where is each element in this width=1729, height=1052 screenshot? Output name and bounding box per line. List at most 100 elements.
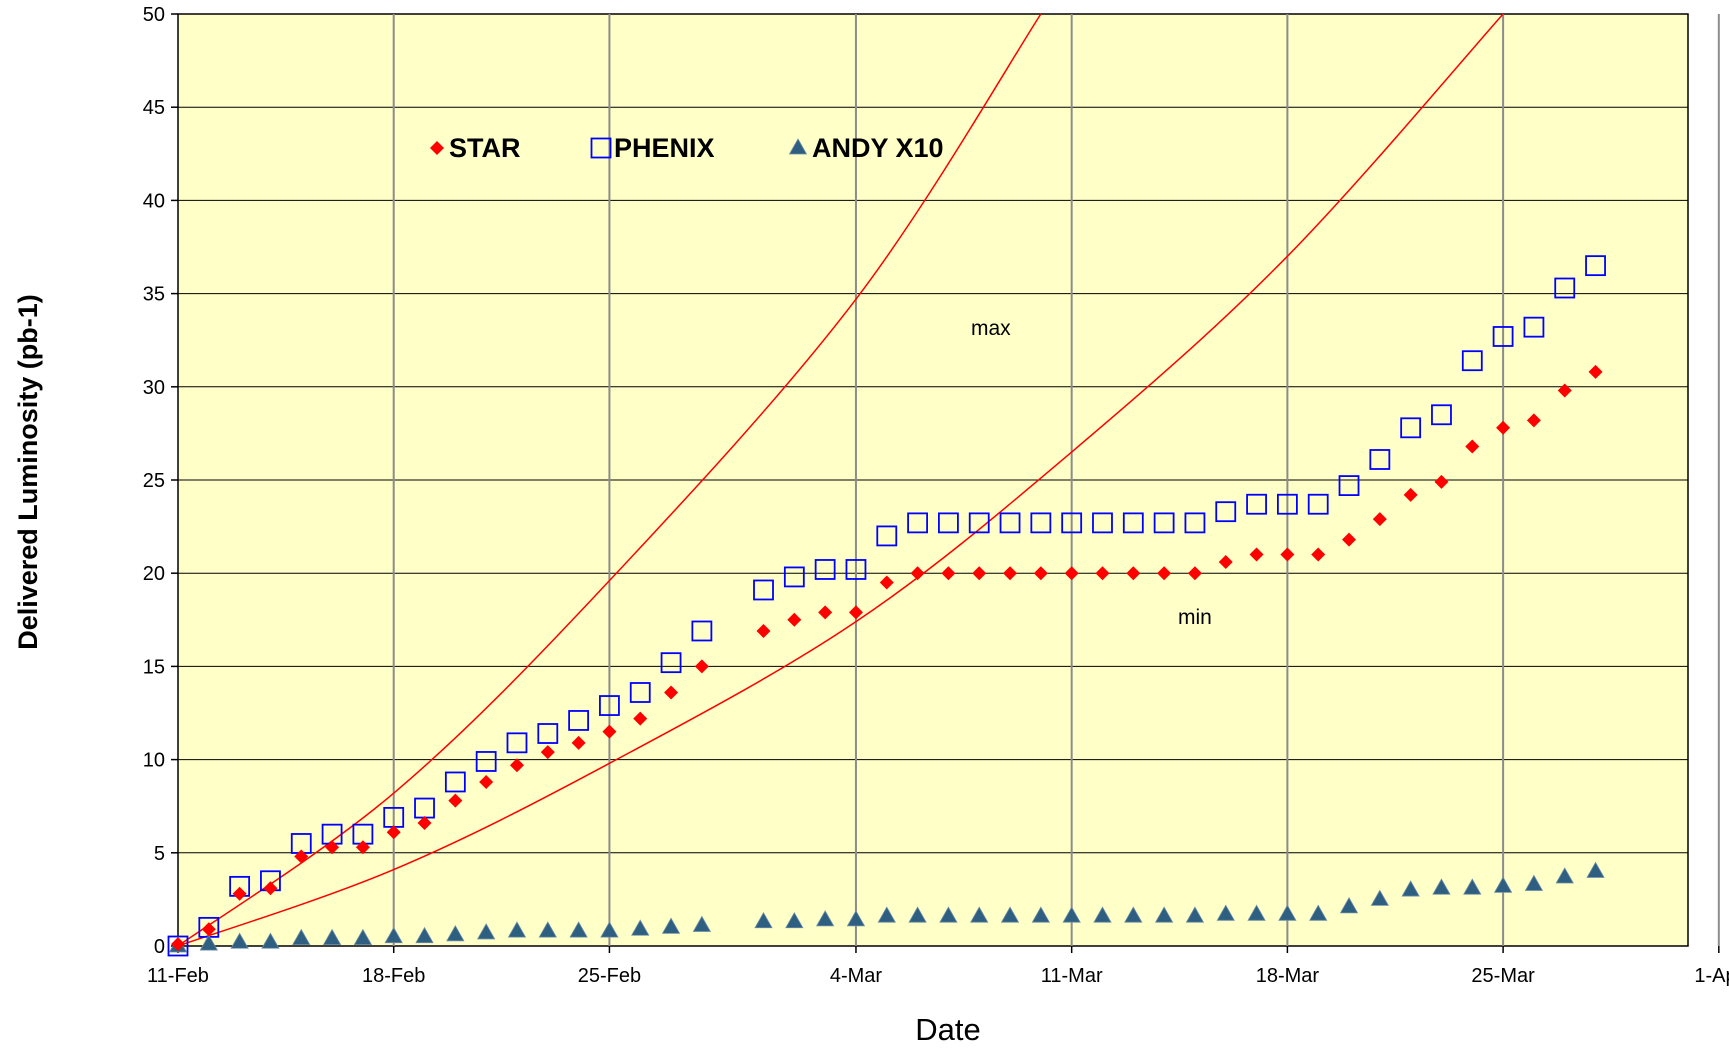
series-andy-x10 [168, 861, 1605, 953]
data-point [846, 910, 866, 927]
data-point [479, 774, 494, 789]
data-point [1185, 906, 1205, 923]
data-point [322, 928, 342, 945]
y-tick-label: 30 [143, 377, 165, 399]
data-point [1403, 487, 1418, 502]
data-point [972, 566, 987, 581]
y-tick-label: 5 [154, 843, 165, 865]
y-tick-label: 45 [143, 97, 165, 119]
data-point [538, 921, 557, 938]
data-point [1126, 566, 1141, 581]
y-tick-label: 25 [143, 470, 165, 492]
data-point [1338, 475, 1360, 496]
y-tick-label: 35 [143, 284, 165, 306]
y-tick-label: 10 [143, 750, 165, 772]
data-series [167, 255, 1606, 957]
data-point [783, 566, 805, 588]
data-point [661, 917, 681, 934]
data-point [571, 735, 586, 750]
data-point [1496, 420, 1511, 435]
data-point [694, 659, 709, 674]
data-point [1276, 493, 1298, 515]
data-point [1492, 326, 1514, 347]
y-tick-label: 40 [143, 190, 165, 212]
x-tick-label: 25-Mar [1471, 965, 1535, 987]
data-point [415, 926, 434, 944]
data-point [509, 758, 524, 773]
data-point [970, 906, 989, 923]
data-point [475, 751, 497, 772]
data-point [753, 579, 774, 601]
axes: 0 5 10 15 20 25 30 35 40 45 50 11-Feb 18-Feb 25-Feb 4-… [143, 4, 1729, 987]
data-point [568, 710, 590, 731]
data-point [818, 605, 833, 620]
y-tick-label: 0 [154, 936, 165, 958]
data-point [1465, 439, 1480, 454]
data-point [261, 932, 280, 949]
data-point [939, 906, 958, 923]
data-point [1000, 906, 1020, 923]
data-point [1585, 255, 1606, 277]
data-point [476, 923, 496, 940]
data-point [1554, 277, 1576, 299]
data-point [1434, 474, 1449, 489]
data-point [787, 612, 802, 627]
data-point [1370, 889, 1390, 906]
curve-min [177, 13, 1504, 947]
data-point [1095, 566, 1110, 581]
x-tick-label: 4-Mar [830, 965, 883, 987]
data-point [1062, 906, 1081, 923]
data-point [446, 925, 465, 942]
data-point [1369, 449, 1391, 470]
data-point [907, 512, 928, 534]
data-point [1432, 878, 1451, 895]
data-point [1092, 512, 1113, 534]
data-point [1524, 874, 1544, 891]
data-point [692, 915, 712, 932]
data-point [1218, 555, 1233, 570]
data-point [1372, 512, 1387, 527]
data-point [815, 910, 835, 927]
data-point [1523, 316, 1545, 338]
legend-label-star: STAR [449, 133, 521, 163]
data-point [1061, 512, 1083, 534]
series-star [171, 364, 1603, 952]
data-point [1309, 904, 1328, 921]
data-point [1588, 364, 1603, 379]
x-tick-label: 11-Feb [147, 965, 209, 987]
data-point [448, 793, 463, 808]
data-point [1307, 493, 1329, 515]
data-point [1033, 566, 1048, 581]
data-point [660, 652, 682, 674]
curve-label-max: max [971, 317, 1011, 340]
data-point [691, 620, 713, 642]
data-point [968, 512, 990, 534]
y-axis-title: Delivered Luminosity (pb-1) [13, 294, 43, 650]
x-axis-title: Date [915, 1012, 980, 1047]
data-point [941, 566, 956, 581]
data-point [1246, 493, 1267, 515]
data-point [1339, 897, 1359, 914]
data-point [629, 682, 651, 703]
data-point [754, 911, 773, 929]
data-point [171, 937, 185, 952]
x-tick-label: 1-Apr [1694, 965, 1729, 987]
data-point [1493, 876, 1513, 893]
grid [178, 13, 1720, 946]
data-point [1031, 906, 1051, 923]
data-point [1153, 512, 1175, 534]
data-point [1401, 880, 1420, 897]
data-point [910, 566, 925, 581]
curve-label-min: min [1178, 606, 1212, 629]
data-point [384, 926, 403, 944]
data-point [506, 732, 528, 754]
data-point [1463, 878, 1482, 895]
legend-marker-phenix [590, 137, 612, 159]
legend-marker-star [430, 141, 444, 155]
data-point [1216, 904, 1235, 921]
legend-label-andy: ANDY X10 [812, 133, 944, 163]
data-point [232, 886, 247, 901]
data-point [600, 921, 619, 938]
data-point [664, 685, 679, 700]
legend-entry-star: STAR [430, 133, 521, 163]
